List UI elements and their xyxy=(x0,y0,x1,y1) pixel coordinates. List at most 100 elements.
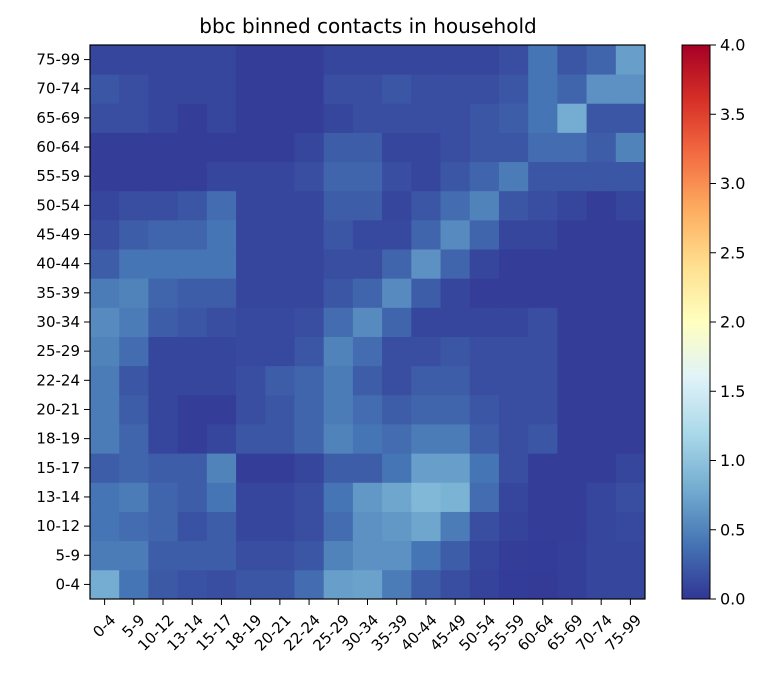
heatmap-cell xyxy=(236,511,266,542)
heatmap-cell xyxy=(352,453,383,483)
heatmap-cell xyxy=(323,45,354,75)
heatmap-cell xyxy=(206,453,237,483)
heatmap-cell xyxy=(469,424,500,454)
y-tick-label: 75-99 xyxy=(36,51,80,69)
heatmap-cell xyxy=(498,132,529,163)
heatmap-cell xyxy=(294,45,325,75)
y-tick-label: 55-59 xyxy=(36,167,80,185)
heatmap-cell xyxy=(411,424,441,454)
y-tick-label: 60-64 xyxy=(36,138,80,156)
heatmap-cell xyxy=(615,569,646,600)
colorbar-tick-label: 4.0 xyxy=(720,36,745,55)
heatmap-cell xyxy=(440,336,471,367)
heatmap-cell xyxy=(411,74,441,104)
heatmap-cell xyxy=(411,365,441,396)
y-tick-label: 18-19 xyxy=(36,430,80,448)
heatmap-cell xyxy=(265,569,295,600)
heatmap-cell xyxy=(294,540,325,571)
heatmap-cell xyxy=(382,394,412,425)
heatmap-cell xyxy=(528,161,558,192)
heatmap-cell xyxy=(469,307,500,337)
heatmap-cell xyxy=(557,74,587,104)
heatmap-cell xyxy=(586,74,617,104)
heatmap-cell xyxy=(352,278,383,308)
heatmap-cell xyxy=(382,307,412,337)
heatmap-cell xyxy=(265,190,295,221)
heatmap-cell xyxy=(148,249,179,279)
heatmap-cell xyxy=(90,219,120,250)
heatmap-cell xyxy=(206,394,237,425)
colorbar-gradient xyxy=(681,44,711,600)
heatmap-cell xyxy=(615,190,646,221)
x-tick-label: 0-4 xyxy=(89,611,119,641)
heatmap-cell xyxy=(440,249,471,279)
heatmap-cell xyxy=(90,74,120,104)
heatmap-cell xyxy=(557,45,587,75)
heatmap-cell xyxy=(469,132,500,163)
heatmap-cell xyxy=(586,511,617,542)
heatmap-cell xyxy=(557,249,587,279)
heatmap-cell xyxy=(323,511,354,542)
heatmap-cell xyxy=(352,219,383,250)
heatmap-cell xyxy=(294,453,325,483)
heatmap-cell xyxy=(236,394,266,425)
heatmap-cell xyxy=(382,249,412,279)
heatmap-cell xyxy=(148,453,179,483)
heatmap-cell xyxy=(411,569,441,600)
heatmap-cell xyxy=(382,132,412,163)
heatmap-cell xyxy=(440,45,471,75)
heatmap-cell xyxy=(469,482,500,512)
colorbar: 0.0 0.5 1.0 1.5 2.0 2.5 3.0 3.5 4.0 xyxy=(681,36,745,609)
heatmap-cell xyxy=(90,424,120,454)
heatmap-cell xyxy=(90,365,120,396)
heatmap-cell xyxy=(352,161,383,192)
heatmap-cell xyxy=(323,394,354,425)
heatmap-cell xyxy=(90,307,120,337)
heatmap-cell xyxy=(615,219,646,250)
heatmap-cell xyxy=(469,278,500,308)
y-tick-label: 25-29 xyxy=(36,342,80,360)
heatmap-cell xyxy=(586,103,617,133)
chart-title: bbc binned contacts in household xyxy=(199,14,536,38)
heatmap-cell xyxy=(469,74,500,104)
heatmap-cell xyxy=(528,103,558,133)
heatmap-cell xyxy=(411,45,441,75)
heatmap-cell xyxy=(411,103,441,133)
heatmap-cell xyxy=(265,540,295,571)
heatmap-cell xyxy=(206,45,237,75)
heatmap-cell xyxy=(615,424,646,454)
colorbar-ticks: 0.0 0.5 1.0 1.5 2.0 2.5 3.0 3.5 4.0 xyxy=(710,36,745,609)
heatmap-cell xyxy=(352,424,383,454)
heatmap-cell xyxy=(615,132,646,163)
heatmap-cell xyxy=(352,482,383,512)
heatmap-cell xyxy=(411,219,441,250)
heatmap-cell xyxy=(586,540,617,571)
heatmap-cell xyxy=(119,278,149,308)
heatmap-cell xyxy=(498,249,529,279)
heatmap-cell xyxy=(469,511,500,542)
heatmap-cell xyxy=(177,540,208,571)
heatmap-cell xyxy=(236,540,266,571)
heatmap-cell xyxy=(206,161,237,192)
heatmap-cell xyxy=(528,453,558,483)
y-tick-label: 40-44 xyxy=(36,255,80,273)
heatmap-cell xyxy=(469,161,500,192)
heatmap-cell xyxy=(528,307,558,337)
heatmap-cell xyxy=(528,482,558,512)
heatmap-cell xyxy=(498,74,529,104)
heatmap-cell xyxy=(148,336,179,367)
heatmap-cell xyxy=(498,569,529,600)
heatmap-cell xyxy=(90,394,120,425)
heatmap-cell xyxy=(206,219,237,250)
heatmap-cell xyxy=(528,249,558,279)
heatmap-cell xyxy=(236,74,266,104)
heatmap-cell xyxy=(440,219,471,250)
heatmap-cell xyxy=(323,278,354,308)
heatmap-cell xyxy=(411,336,441,367)
heatmap-cell xyxy=(265,307,295,337)
heatmap-cell xyxy=(528,540,558,571)
heatmap-cell xyxy=(411,540,441,571)
heatmap-cell xyxy=(586,249,617,279)
heatmap-cell xyxy=(323,161,354,192)
heatmap-cell xyxy=(323,336,354,367)
